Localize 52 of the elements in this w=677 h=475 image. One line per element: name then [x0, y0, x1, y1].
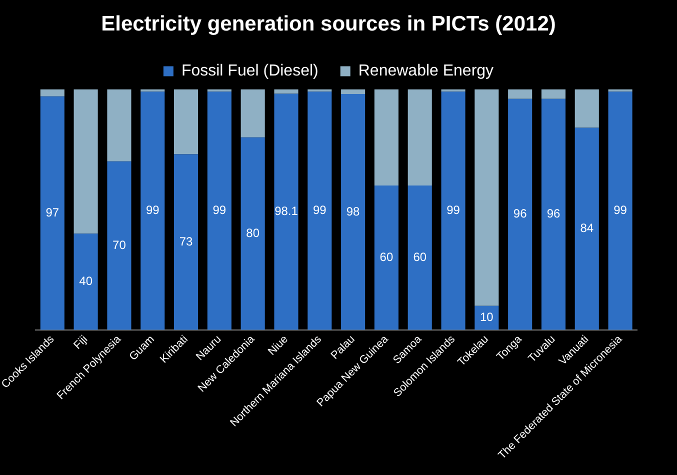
bar: [341, 89, 366, 94]
bar: [174, 89, 198, 154]
bar: [374, 89, 398, 186]
data-label: 99: [614, 203, 628, 218]
bar: [608, 92, 632, 330]
bar: [107, 161, 132, 330]
data-label: 99: [212, 203, 226, 218]
bar: [140, 92, 165, 330]
data-label: 70: [112, 238, 126, 252]
data-label: 60: [380, 250, 394, 264]
bar: [240, 137, 265, 330]
bar: [274, 89, 298, 94]
data-label: 97: [46, 205, 60, 220]
data-label: 80: [246, 226, 260, 240]
bar: [274, 94, 298, 330]
bar: [341, 94, 366, 330]
bar: [40, 96, 64, 330]
data-label: 40: [79, 274, 93, 288]
bar: [541, 98, 566, 330]
bar: [240, 89, 265, 138]
x-tick-label: Niue: [266, 333, 291, 358]
data-label: 98.1: [274, 204, 298, 218]
data-label: 60: [413, 250, 427, 264]
data-label: 84: [580, 221, 594, 236]
chart-title: Electricity generation sources in PICTs (2012): [101, 12, 556, 36]
bar: [74, 89, 98, 234]
bar: [508, 89, 532, 99]
bar: [574, 128, 599, 330]
data-label: 10: [480, 310, 494, 324]
data-label: 99: [446, 203, 460, 218]
bar: [574, 89, 599, 128]
bar: [441, 92, 466, 330]
legend-label: Renewable Energy: [358, 62, 494, 80]
bar: [374, 185, 398, 330]
bar: [408, 185, 432, 330]
data-label: 96: [513, 206, 528, 221]
bar: [308, 92, 332, 330]
bar: [107, 89, 132, 162]
bar: [508, 98, 532, 330]
bar: [74, 234, 98, 330]
bar: [207, 92, 232, 330]
bar: [408, 89, 432, 186]
legend-label: Fossil Fuel (Diesel): [181, 62, 318, 80]
data-label: 99: [146, 203, 160, 218]
data-label: 99: [312, 203, 327, 218]
data-label: 73: [179, 234, 194, 248]
bar: [174, 154, 198, 330]
bar: [40, 89, 64, 96]
data-label: 98: [346, 204, 360, 218]
bar: [541, 89, 566, 99]
data-label: 96: [546, 206, 560, 221]
bar: [474, 89, 499, 306]
